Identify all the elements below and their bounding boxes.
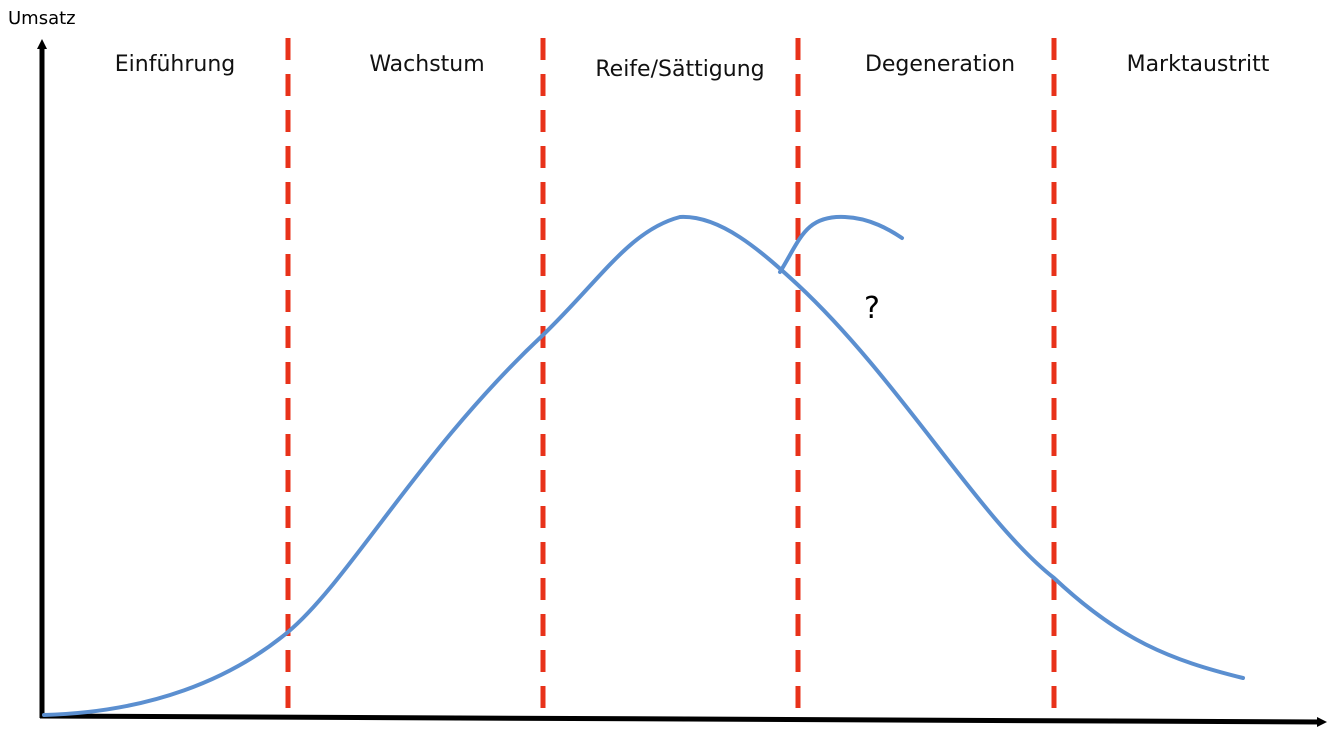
y-axis-label: Umsatz — [8, 8, 76, 29]
phase-label: Einführung — [115, 52, 235, 77]
annotation: ? — [864, 291, 880, 326]
phase-label: Degeneration — [865, 52, 1015, 77]
phase-label: Wachstum — [369, 52, 484, 77]
relaunch-curve — [778, 214, 904, 274]
phase-label: Reife/Sättigung — [595, 57, 764, 82]
phase-label: Marktaustritt — [1127, 52, 1270, 77]
life-cycle-curve — [42, 214, 1245, 717]
phase-separators — [285, 38, 1057, 718]
x-axis — [39, 713, 1327, 727]
